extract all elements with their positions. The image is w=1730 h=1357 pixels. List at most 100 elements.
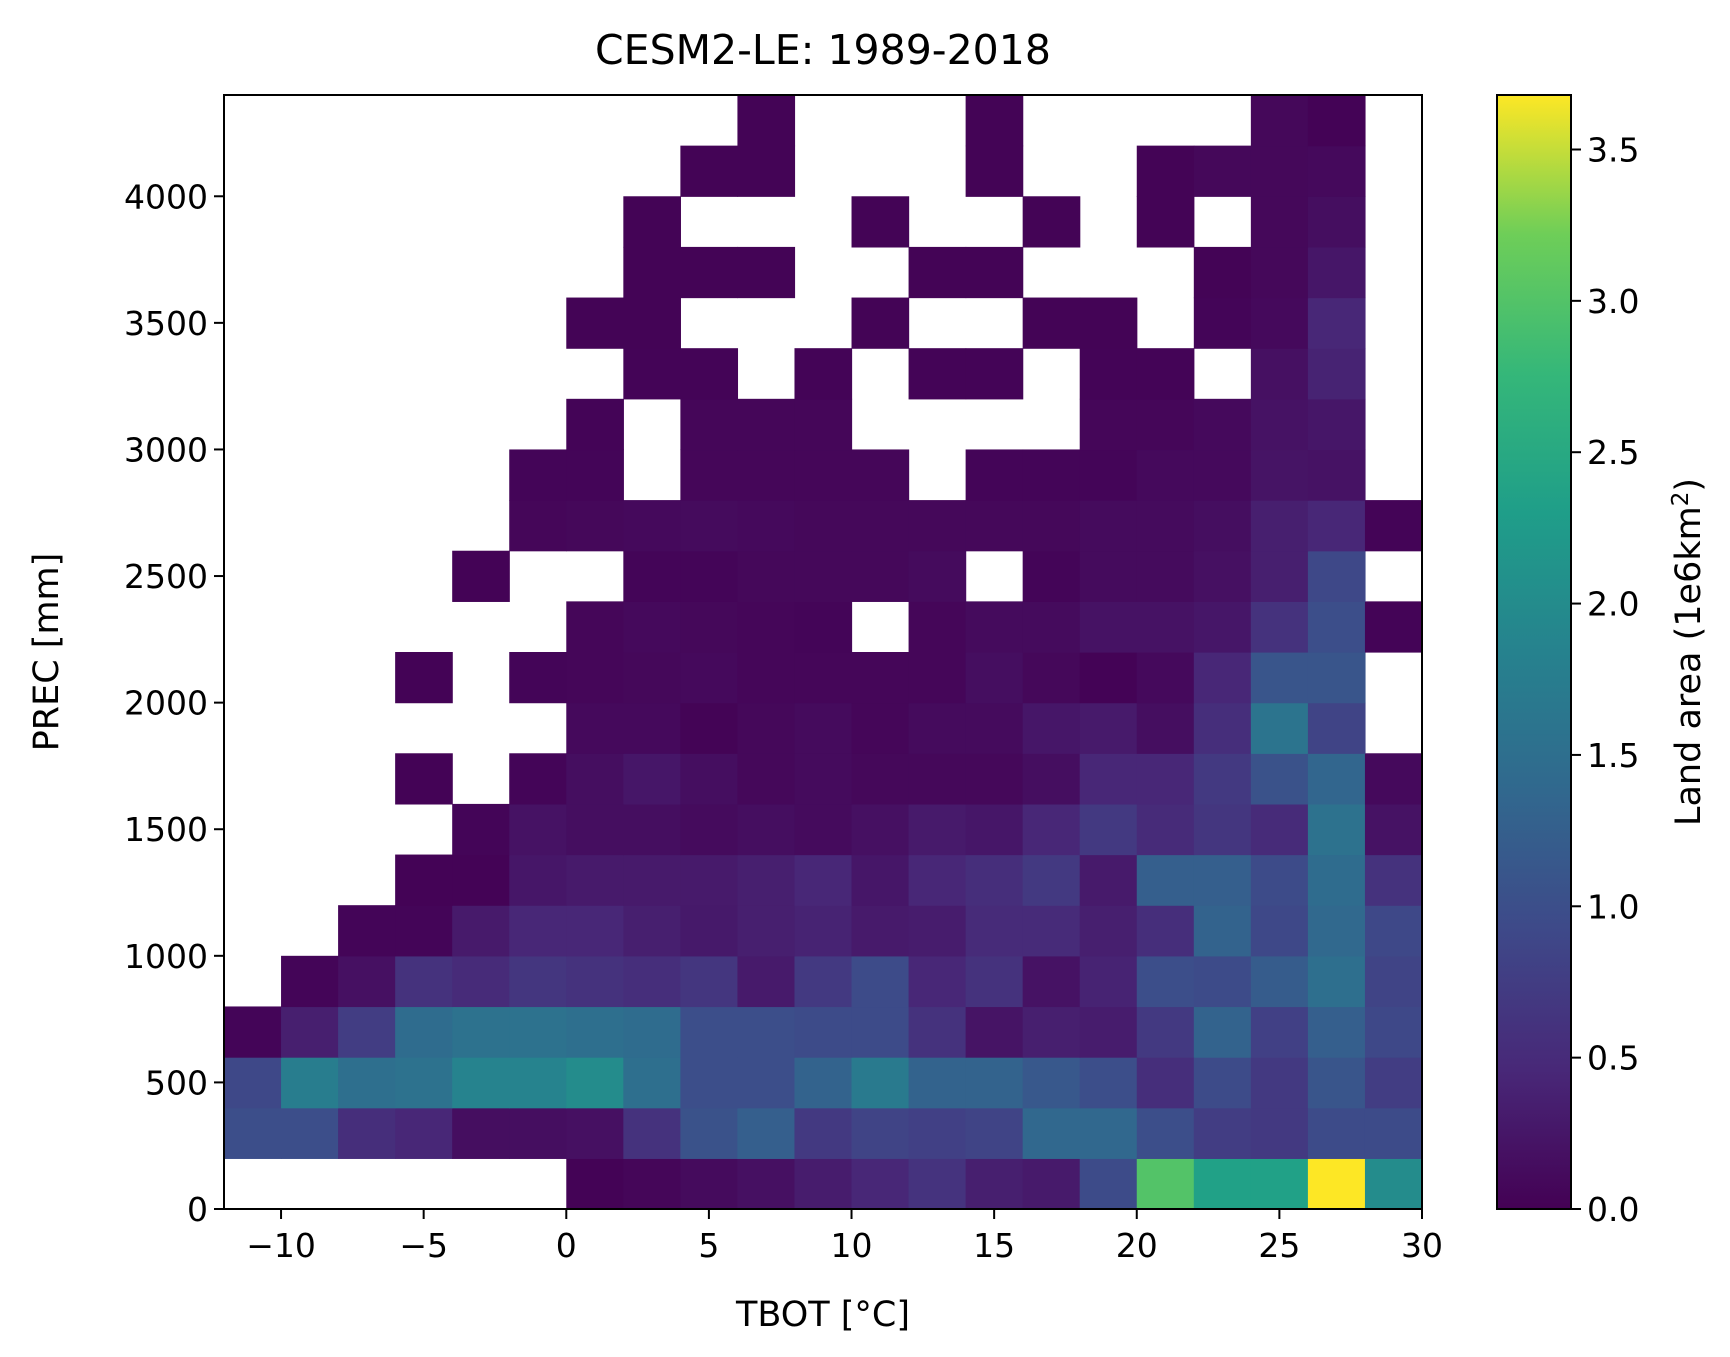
heatmap-cell <box>1136 145 1195 197</box>
heatmap-cell <box>737 955 796 1008</box>
heatmap-cell <box>1079 297 1138 349</box>
heatmap-cell <box>1022 905 1081 957</box>
heatmap-cell <box>680 348 739 400</box>
x-tick-label: −5 <box>399 1226 448 1265</box>
heatmap-cell <box>1307 652 1366 704</box>
heatmap-cell <box>1364 1057 1423 1109</box>
heatmap-cell <box>737 246 796 299</box>
heatmap-cell <box>1193 1158 1252 1210</box>
heatmap-cell <box>794 803 853 856</box>
heatmap-cell <box>1250 753 1309 805</box>
heatmap-cell <box>965 854 1024 906</box>
heatmap-cell <box>1079 601 1138 653</box>
heatmap-cell <box>566 1107 624 1159</box>
x-tick-label: 10 <box>831 1226 873 1265</box>
heatmap-cell <box>1307 601 1366 653</box>
heatmap-cell <box>794 500 853 552</box>
x-axis-ticks: −10 −5 0 5 10 15 20 25 30 <box>246 1209 1443 1265</box>
heatmap-cell <box>908 1107 967 1159</box>
y-tick-label: 500 <box>145 1063 208 1102</box>
heatmap-cell <box>224 1006 282 1058</box>
heatmap-cell <box>623 1057 681 1109</box>
heatmap-cell <box>1307 297 1366 349</box>
heatmap-cell <box>1193 500 1252 552</box>
heatmap-cell <box>851 702 910 754</box>
heatmap-cell <box>452 955 510 1008</box>
heatmap-cell <box>1250 1006 1309 1058</box>
heatmap-cell <box>680 1006 739 1058</box>
heatmap-cell <box>1136 753 1195 805</box>
heatmap-cell <box>1307 348 1366 400</box>
heatmap-cell <box>908 702 967 754</box>
heatmap-cell <box>737 854 796 906</box>
heatmap-cell <box>395 854 453 906</box>
heatmap-cell <box>680 145 739 197</box>
heatmap-cell <box>1136 702 1195 754</box>
x-tick-label: 20 <box>1116 1226 1158 1265</box>
heatmap-cell <box>908 1057 967 1109</box>
heatmap-cell <box>908 1158 967 1210</box>
heatmap-cell <box>1193 601 1252 653</box>
heatmap-cell <box>1193 753 1252 805</box>
heatmap-cell <box>509 955 567 1008</box>
heatmap-cell <box>509 854 567 906</box>
heatmap-cell <box>1364 803 1423 856</box>
heatmap-cell <box>509 1107 567 1159</box>
heatmap-cell <box>338 905 396 957</box>
heatmap-cell <box>737 905 796 957</box>
heatmap-cell <box>965 905 1024 957</box>
y-axis-label: PREC [mm] <box>27 553 67 752</box>
heatmap-cell <box>623 702 681 754</box>
heatmap-cell <box>1250 905 1309 957</box>
heatmap-cell <box>395 905 453 957</box>
heatmap-cell <box>1079 803 1138 856</box>
heatmap-cell <box>1307 905 1366 957</box>
heatmap-cell <box>1307 1006 1366 1058</box>
colorbar-tick-label: 2.0 <box>1587 585 1639 624</box>
heatmap-cell <box>965 145 1024 197</box>
heatmap-cell <box>1307 95 1366 147</box>
heatmap-cell <box>1250 601 1309 653</box>
heatmap-cell <box>566 854 624 906</box>
x-tick-label: −10 <box>246 1226 316 1265</box>
heatmap-cell <box>1250 854 1309 906</box>
heatmap-cell <box>851 550 910 602</box>
heatmap-cell <box>566 753 624 805</box>
heatmap-cell <box>1250 398 1309 451</box>
heatmap-cell <box>1193 297 1252 349</box>
heatmap-cell <box>794 449 853 501</box>
heatmap-cell <box>452 1057 510 1109</box>
heatmap-cell <box>566 601 624 653</box>
heatmap-cell <box>1022 854 1081 906</box>
heatmap-cell <box>965 753 1024 805</box>
heatmap-cell <box>965 1158 1024 1210</box>
heatmap-cell <box>1079 955 1138 1008</box>
heatmap-cell <box>566 297 624 349</box>
heatmap-cell <box>680 955 739 1008</box>
heatmap-cell <box>1079 1057 1138 1109</box>
heatmap-cell <box>1250 348 1309 400</box>
heatmap-cell <box>965 601 1024 653</box>
heatmap-cell <box>1079 702 1138 754</box>
heatmap-cell <box>1022 1057 1081 1109</box>
heatmap-cell <box>566 1158 624 1210</box>
plot-frame <box>223 94 1423 1210</box>
heatmap-cell <box>1307 753 1366 805</box>
heatmap-cell <box>965 702 1024 754</box>
heatmap-cell <box>1136 905 1195 957</box>
heatmap-cell <box>1193 246 1252 299</box>
heatmap-cell <box>1193 550 1252 602</box>
heatmap-cell <box>851 955 910 1008</box>
heatmap-cell <box>1022 652 1081 704</box>
heatmap-cell <box>794 1107 853 1159</box>
heatmap-cell <box>737 601 796 653</box>
heatmap-cell <box>1307 246 1366 299</box>
heatmap-cell <box>1307 1107 1366 1159</box>
heatmap-cell <box>623 1006 681 1058</box>
heatmap-cell <box>1193 955 1252 1008</box>
heatmap-cell <box>1079 550 1138 602</box>
heatmap-cell <box>737 1158 796 1210</box>
y-axis-ticks: 0 500 1000 1500 2000 2500 3000 3500 4000 <box>124 177 224 1229</box>
heatmap-cell <box>794 854 853 906</box>
heatmap-cell <box>281 1057 339 1109</box>
